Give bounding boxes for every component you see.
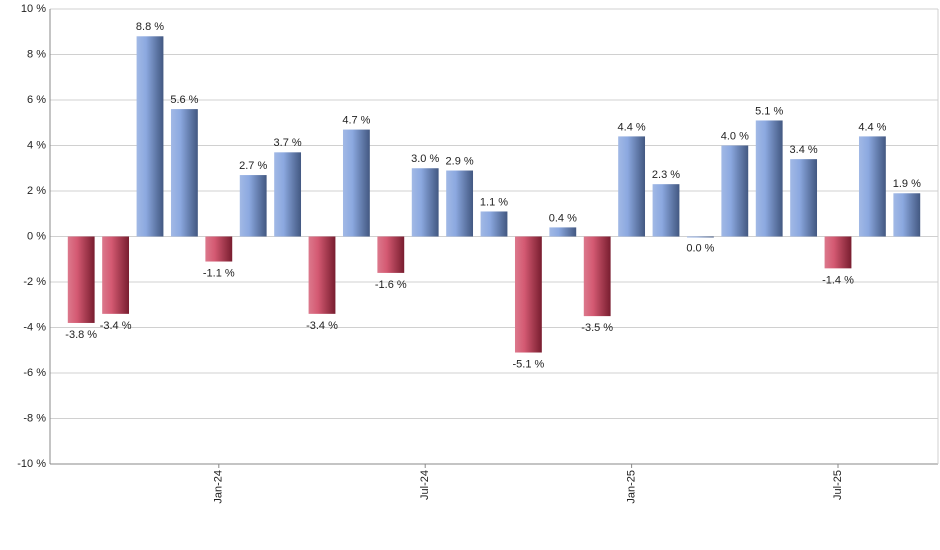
value-label: 2.9 % xyxy=(446,155,474,167)
value-label: -3.8 % xyxy=(65,329,97,341)
bar xyxy=(274,152,302,237)
value-label: 4.0 % xyxy=(721,130,749,142)
bar xyxy=(618,136,646,237)
bar xyxy=(411,168,439,237)
bar xyxy=(136,36,164,237)
value-label: -3.4 % xyxy=(306,320,338,332)
bar xyxy=(239,175,267,237)
x-tick-label: Jul-25 xyxy=(832,470,844,500)
value-label: 4.4 % xyxy=(858,121,886,133)
bar xyxy=(893,193,921,237)
x-tick-label: Jan-24 xyxy=(213,470,225,504)
value-label: 5.1 % xyxy=(755,105,783,117)
bar xyxy=(308,236,336,314)
bar xyxy=(686,236,714,238)
value-label: 3.7 % xyxy=(274,137,302,149)
value-label: 3.4 % xyxy=(790,144,818,156)
bar xyxy=(205,236,233,262)
value-label: -1.1 % xyxy=(203,267,235,279)
y-tick-label: -10 % xyxy=(17,458,46,470)
bar xyxy=(549,227,577,237)
value-label: -1.4 % xyxy=(822,274,854,286)
bar xyxy=(102,236,130,314)
bar xyxy=(446,170,474,237)
y-tick-label: 8 % xyxy=(27,48,46,60)
value-label: 4.7 % xyxy=(342,114,370,126)
value-label: 5.6 % xyxy=(170,94,198,106)
bar xyxy=(721,145,749,237)
value-label: 4.4 % xyxy=(618,121,646,133)
value-label: 3.0 % xyxy=(411,153,439,165)
y-tick-label: -8 % xyxy=(23,412,46,424)
value-label: 2.3 % xyxy=(652,169,680,181)
y-tick-label: 2 % xyxy=(27,185,46,197)
bar xyxy=(824,236,852,269)
y-tick-label: -6 % xyxy=(23,367,46,379)
bar xyxy=(377,236,405,273)
bar xyxy=(755,120,783,237)
bar xyxy=(514,236,542,353)
y-tick-label: -4 % xyxy=(23,321,46,333)
bar xyxy=(67,236,95,323)
value-label: -3.4 % xyxy=(100,320,132,332)
value-label: 1.1 % xyxy=(480,196,508,208)
y-tick-label: 6 % xyxy=(27,94,46,106)
bar xyxy=(342,129,370,237)
bar xyxy=(583,236,611,317)
value-label: -1.6 % xyxy=(375,279,407,291)
bar xyxy=(480,211,508,237)
y-tick-label: 0 % xyxy=(27,230,46,242)
value-label: 0.4 % xyxy=(549,212,577,224)
value-label: -5.1 % xyxy=(513,358,545,370)
y-tick-label: 4 % xyxy=(27,139,46,151)
value-label: -3.5 % xyxy=(581,322,613,334)
value-label: 1.9 % xyxy=(893,178,921,190)
value-label: 8.8 % xyxy=(136,21,164,33)
bar xyxy=(790,159,818,237)
value-label: 0.0 % xyxy=(686,242,714,254)
value-label: 2.7 % xyxy=(239,160,267,172)
x-tick-label: Jan-25 xyxy=(626,470,638,504)
y-tick-label: 10 % xyxy=(21,3,46,15)
y-tick-label: -2 % xyxy=(23,276,46,288)
x-tick-label: Jul-24 xyxy=(419,470,431,500)
bar xyxy=(170,109,198,237)
bar xyxy=(858,136,886,237)
bar xyxy=(652,184,680,237)
